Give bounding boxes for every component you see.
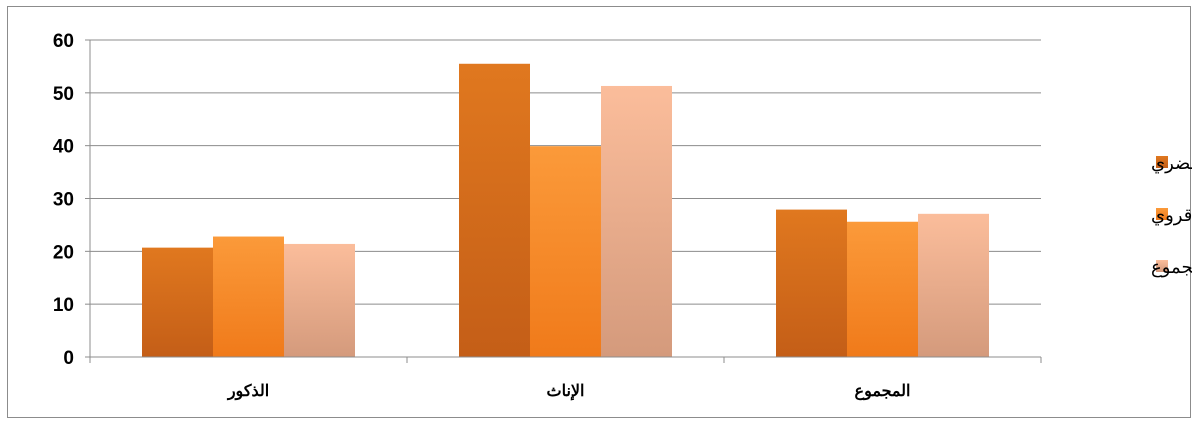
bar [918, 213, 989, 357]
legend-swatch [1156, 208, 1168, 220]
legend-label: حضري [1151, 153, 1192, 174]
axes: 0 10 20 30 40 50 60 الذكور الإناث المجموع [53, 31, 1042, 401]
legend-label: المجموع [1151, 257, 1192, 278]
legend-swatch [1156, 260, 1168, 272]
chart-frame: 0 10 20 30 40 50 60 الذكور الإناث المجموع حضري قرو… [7, 6, 1192, 418]
bar [530, 146, 601, 357]
bar [459, 63, 530, 358]
bar [776, 209, 847, 357]
x-category-label: المجموع [855, 383, 911, 401]
bars [142, 63, 989, 358]
bar-chart: 0 10 20 30 40 50 60 الذكور الإناث المجموع حضري قرو… [53, 31, 1192, 401]
bar [213, 236, 284, 357]
y-tick-label: 0 [63, 348, 74, 369]
legend-label: قروي [1151, 205, 1192, 226]
y-tick-label: 40 [53, 137, 74, 158]
y-tick-label: 20 [53, 242, 74, 263]
legend-swatch [1156, 156, 1168, 168]
y-tick-label: 10 [53, 295, 74, 316]
legend: حضري قروي المجموع [1151, 153, 1192, 278]
bar [142, 247, 213, 357]
bar [284, 243, 355, 357]
y-tick-label: 60 [53, 31, 74, 52]
y-tick-label: 50 [53, 84, 74, 105]
bar [601, 85, 672, 357]
y-tick-label: 30 [53, 190, 74, 211]
x-category-label: الإناث [547, 383, 585, 400]
bar [847, 221, 918, 357]
x-category-label: الذكور [227, 383, 269, 401]
